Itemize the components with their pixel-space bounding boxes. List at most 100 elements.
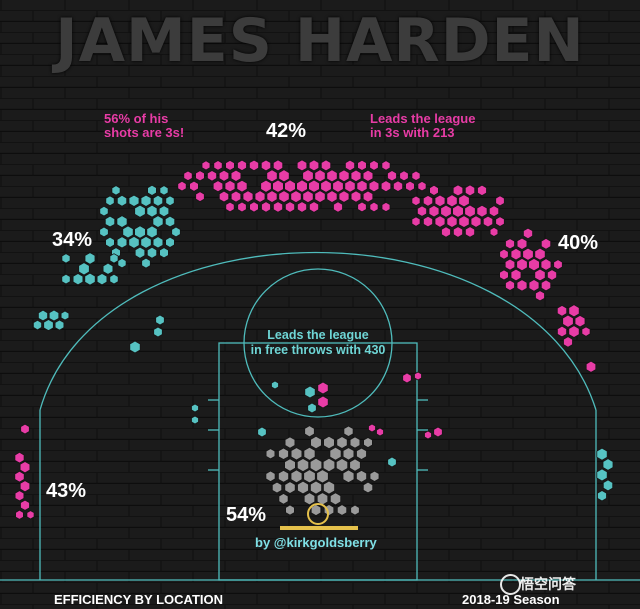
hexbin <box>177 180 187 192</box>
hexbin <box>191 415 199 425</box>
hexbin <box>310 435 322 450</box>
hexbin <box>362 190 374 203</box>
hexbin <box>422 215 434 228</box>
hexbin <box>189 180 199 192</box>
hexbin <box>278 447 289 460</box>
hexbin <box>33 319 42 331</box>
hexbin <box>357 201 367 213</box>
hexbin <box>159 185 169 196</box>
hexbin <box>159 247 169 259</box>
hexbin <box>206 170 218 182</box>
hexbin <box>333 201 343 213</box>
hexbin <box>349 436 361 449</box>
page-title: JAMES HARDEN <box>55 6 585 76</box>
hexbin <box>495 216 505 227</box>
hexbin <box>303 492 316 506</box>
hexbin <box>434 215 446 228</box>
free-throw-circle <box>243 268 393 418</box>
hexbin <box>416 205 428 217</box>
hexbin <box>296 179 308 193</box>
hexbin <box>164 215 176 228</box>
hexbin <box>134 246 146 259</box>
hexbin <box>84 252 96 265</box>
hexbin <box>19 461 31 474</box>
hexbin <box>297 480 309 495</box>
hexbin <box>417 180 427 192</box>
hexbin <box>308 201 320 213</box>
hexbin <box>248 159 260 172</box>
note-line: in 3s with 213 <box>370 125 455 140</box>
hexbin <box>568 304 580 318</box>
hexbin <box>218 190 230 203</box>
hexbin <box>117 257 127 269</box>
hexbin <box>368 423 376 433</box>
hexbin <box>495 195 505 207</box>
hexbin <box>129 340 141 354</box>
watermark-logo-icon <box>500 574 521 595</box>
hexbin <box>516 237 528 250</box>
hexbin <box>61 253 71 264</box>
hexbin <box>43 319 54 332</box>
hexbin <box>516 279 528 292</box>
hexbin <box>411 170 421 181</box>
hexbin <box>158 205 170 218</box>
hexbin <box>574 314 586 328</box>
hexbin <box>14 470 25 483</box>
hexbin <box>516 257 528 272</box>
hexbin <box>109 253 119 264</box>
hexbin <box>128 194 140 207</box>
hexbin <box>201 160 211 171</box>
pct-left-corner: 43% <box>46 480 87 502</box>
hexbin <box>534 268 546 282</box>
hexbin <box>272 179 284 193</box>
hexbin <box>422 194 434 207</box>
hexbin <box>303 446 316 461</box>
hexbin <box>344 179 356 193</box>
hexbin <box>272 159 284 172</box>
hexbin <box>476 204 488 218</box>
hexbin <box>15 509 24 520</box>
pct-left-wing: 34% <box>52 229 93 251</box>
hexbin <box>581 326 591 337</box>
footer-subtitle: EFFICIENCY BY LOCATION <box>54 592 224 607</box>
hexbin <box>585 360 597 373</box>
hexbin <box>213 160 223 171</box>
hexbin <box>19 480 31 493</box>
hexbin <box>441 226 451 238</box>
hexbin <box>387 170 397 182</box>
hexbin <box>381 160 391 171</box>
hexbin <box>304 425 315 438</box>
hexbin <box>314 190 326 203</box>
hexbin <box>433 426 443 438</box>
hexbin <box>277 469 290 483</box>
hexbin <box>317 381 329 395</box>
hexbin <box>477 184 487 197</box>
hexbin <box>326 169 338 183</box>
shot-hexbins <box>14 159 614 520</box>
hexbin <box>317 395 329 409</box>
hexbin <box>141 257 151 269</box>
hexbin <box>26 510 35 520</box>
hexbin <box>322 457 336 473</box>
hexbin <box>540 258 552 271</box>
hexbin <box>535 290 545 302</box>
hexbin <box>446 194 458 208</box>
hexbin <box>195 170 205 182</box>
hexbin <box>72 273 84 286</box>
hexbin <box>323 435 335 450</box>
hexbin <box>304 385 316 399</box>
footer-season: 2018-19 Season <box>462 592 560 607</box>
hexbin <box>316 469 329 484</box>
hexbin <box>296 458 310 473</box>
hexbin <box>332 179 344 193</box>
hexbin <box>458 194 470 208</box>
hexbin <box>278 493 289 505</box>
hexbin <box>165 195 175 207</box>
hexbin <box>428 204 440 218</box>
hexbin <box>446 215 458 228</box>
note-line: 56% of his <box>104 111 169 126</box>
hexbin <box>147 184 157 196</box>
hexbin <box>265 448 276 460</box>
